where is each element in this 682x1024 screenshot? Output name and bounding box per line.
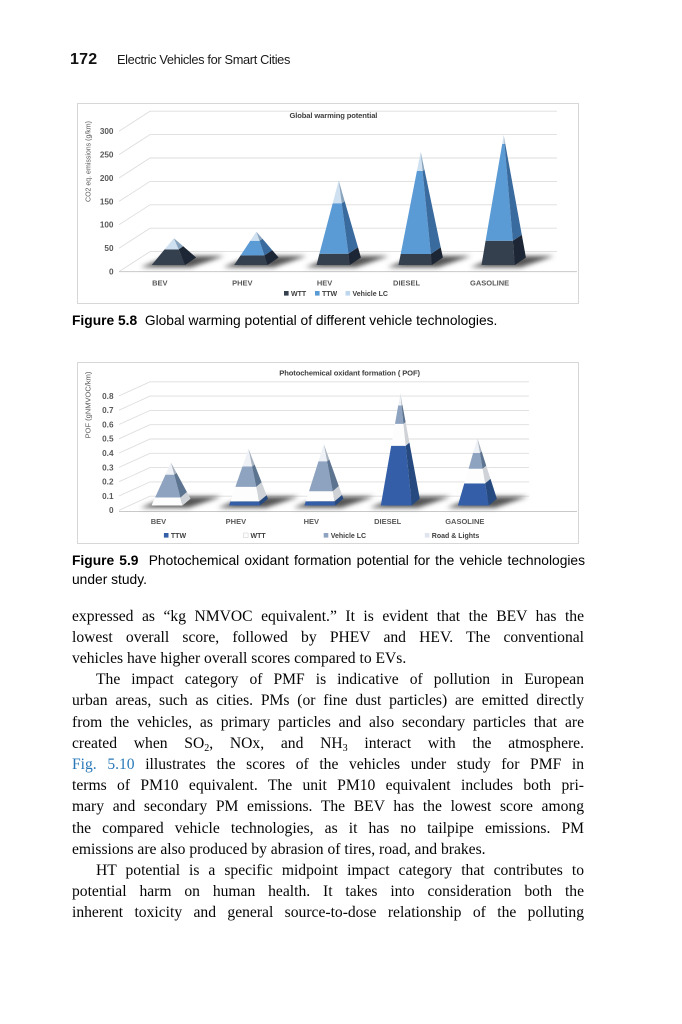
svg-text:100: 100: [100, 221, 114, 230]
svg-text:Global warming potential: Global warming potential: [289, 111, 377, 120]
svg-text:0.5: 0.5: [102, 435, 114, 444]
svg-text:Road & Lights: Road & Lights: [432, 533, 480, 540]
svg-text:PHEV: PHEV: [226, 517, 246, 526]
svg-text:POF (gNMVOC/km): POF (gNMVOC/km): [84, 371, 93, 438]
svg-text:Photochemical oxidant formatio: Photochemical oxidant formation ( POF): [279, 369, 420, 378]
svg-text:0.3: 0.3: [102, 463, 114, 472]
svg-text:HEV: HEV: [304, 517, 319, 526]
svg-text:0.6: 0.6: [102, 420, 114, 429]
svg-text:0.1: 0.1: [102, 492, 114, 501]
svg-text:0.2: 0.2: [102, 478, 114, 487]
svg-text:50: 50: [104, 244, 114, 253]
svg-text:BEV: BEV: [152, 279, 167, 288]
svg-text:PHEV: PHEV: [232, 279, 252, 288]
svg-text:WTT: WTT: [291, 291, 307, 298]
svg-text:Vehicle LC: Vehicle LC: [353, 291, 388, 298]
svg-text:DIESEL: DIESEL: [393, 279, 421, 288]
svg-text:150: 150: [100, 197, 114, 206]
svg-text:CO2 eq. emissions (g/km): CO2 eq. emissions (g/km): [86, 121, 93, 202]
svg-text:WTT: WTT: [251, 533, 267, 540]
svg-text:DIESEL: DIESEL: [374, 517, 402, 526]
svg-text:300: 300: [100, 127, 114, 136]
svg-text:GASOLINE: GASOLINE: [445, 517, 484, 526]
svg-text:0: 0: [109, 268, 114, 277]
svg-text:Vehicle LC: Vehicle LC: [331, 533, 366, 540]
svg-text:BEV: BEV: [151, 517, 166, 526]
svg-text:0.7: 0.7: [102, 406, 114, 415]
svg-text:TTW: TTW: [171, 533, 187, 540]
svg-text:0.8: 0.8: [102, 392, 114, 401]
svg-text:GASOLINE: GASOLINE: [470, 279, 509, 288]
svg-text:0.4: 0.4: [102, 449, 114, 458]
svg-text:HEV: HEV: [317, 279, 332, 288]
svg-text:200: 200: [100, 174, 114, 183]
svg-text:TTW: TTW: [322, 291, 338, 298]
svg-text:250: 250: [100, 151, 114, 160]
svg-text:0: 0: [109, 506, 114, 515]
